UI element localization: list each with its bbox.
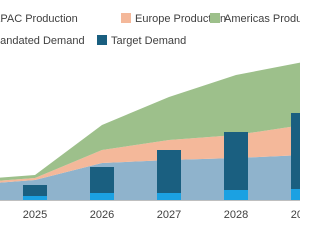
bar [23, 196, 47, 200]
legend-label: APAC Production [0, 13, 78, 25]
chart: 202420252026202720282029APAC ProductionE… [0, 13, 300, 221]
bar [224, 132, 248, 190]
legend-swatch [97, 35, 107, 45]
x-tick-label: 2025 [23, 209, 47, 221]
legend-swatch [121, 13, 131, 23]
legend-label: Mandated Demand [0, 35, 85, 47]
x-tick-label: 2026 [90, 209, 114, 221]
bar [23, 185, 47, 196]
area [0, 62, 300, 181]
bar [291, 113, 300, 189]
bar [157, 150, 181, 193]
bar [157, 193, 181, 200]
page: 202420252026202720282029APAC ProductionE… [0, 12, 300, 221]
legend-label: Americas Production [224, 13, 300, 25]
x-tick-label: 2028 [224, 209, 248, 221]
legend-swatch [210, 13, 220, 23]
bar [90, 193, 114, 200]
legend-label: Target Demand [111, 35, 186, 47]
legend-label: Europe Production [135, 13, 226, 25]
bar [291, 189, 300, 200]
x-tick-label: 2029 [291, 209, 300, 221]
bar [90, 167, 114, 193]
bar [224, 190, 248, 200]
x-tick-label: 2027 [157, 209, 181, 221]
